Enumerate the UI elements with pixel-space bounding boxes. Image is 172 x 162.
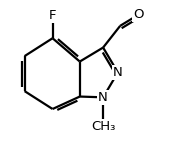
Text: O: O (133, 8, 143, 21)
Text: F: F (49, 9, 56, 22)
Text: CH₃: CH₃ (91, 120, 115, 133)
Text: N: N (113, 66, 123, 79)
Text: N: N (98, 91, 108, 104)
